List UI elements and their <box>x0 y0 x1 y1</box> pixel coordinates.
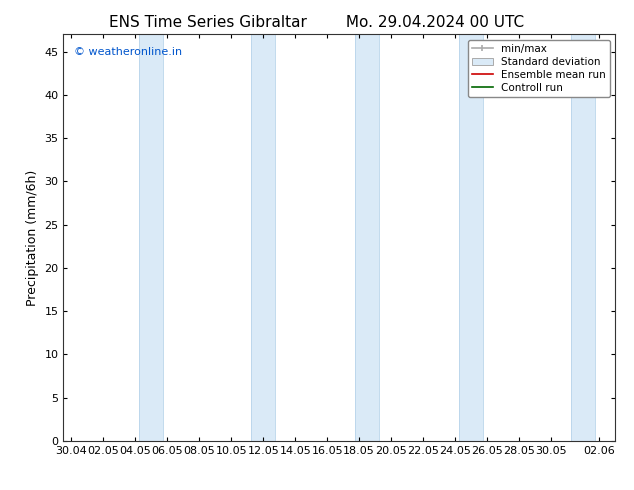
Bar <box>459 34 483 441</box>
Text: © weatheronline.in: © weatheronline.in <box>74 47 183 56</box>
Bar <box>355 34 379 441</box>
Y-axis label: Precipitation (mm/6h): Precipitation (mm/6h) <box>26 170 39 306</box>
Bar <box>139 34 164 441</box>
Legend: min/max, Standard deviation, Ensemble mean run, Controll run: min/max, Standard deviation, Ensemble me… <box>467 40 610 97</box>
Bar <box>251 34 275 441</box>
Bar <box>571 34 595 441</box>
Text: ENS Time Series Gibraltar        Mo. 29.04.2024 00 UTC: ENS Time Series Gibraltar Mo. 29.04.2024… <box>110 15 524 30</box>
